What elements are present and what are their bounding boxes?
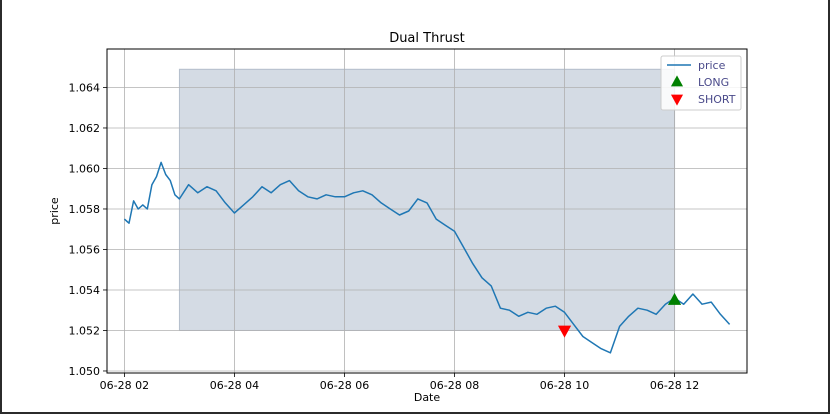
short-signal-marker [557, 325, 572, 338]
price-series-line [123, 161, 731, 354]
x-tick-label: 06-28 12 [650, 379, 699, 392]
x-axis-label: Date [414, 391, 441, 404]
legend-long-label: LONG [698, 76, 729, 89]
x-tick-label: 06-28 06 [320, 379, 369, 392]
legend: price LONG SHORT [660, 55, 742, 111]
legend-short-swatch [670, 94, 684, 106]
chart-title: Dual Thrust [389, 31, 465, 46]
y-tick-label: 1.058 [69, 203, 101, 216]
legend-short-label: SHORT [698, 93, 736, 106]
y-tick-label: 1.062 [69, 122, 101, 135]
x-tick-label: 06-28 04 [210, 379, 259, 392]
x-tick-label: 06-28 02 [100, 379, 149, 392]
shaded-range [178, 68, 676, 331]
y-tick-label: 1.064 [69, 81, 101, 94]
y-tick-label: 1.060 [69, 162, 101, 175]
y-tick-label: 1.052 [69, 324, 101, 337]
y-tick-label: 1.050 [69, 365, 101, 378]
plot-area [106, 48, 748, 374]
legend-long-swatch [670, 75, 684, 87]
x-tick-label: 06-28 10 [540, 379, 589, 392]
x-tick-label: 06-28 08 [430, 379, 479, 392]
long-signal-marker [667, 292, 682, 305]
legend-price-label: price [698, 59, 726, 72]
y-tick-label: 1.056 [69, 243, 101, 256]
y-axis-label: price [48, 197, 61, 225]
y-tick-label: 1.054 [69, 284, 101, 297]
